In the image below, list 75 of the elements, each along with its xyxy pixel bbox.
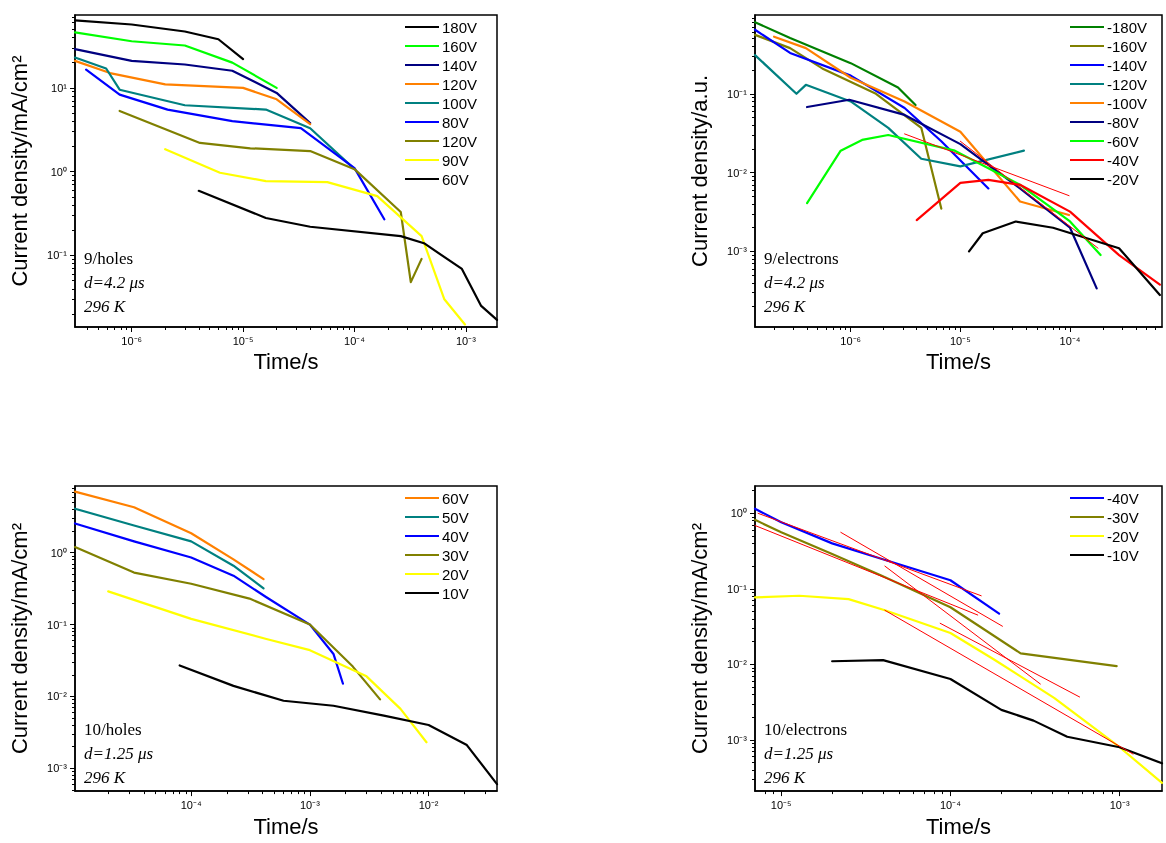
- x-tick-label: 10⁻²: [418, 798, 439, 811]
- annotation: 9/electrons: [764, 249, 839, 268]
- legend-label: -100V: [1107, 94, 1148, 112]
- annotation: d=1.25 μs: [84, 744, 154, 763]
- y-tick-label: 10⁻¹: [47, 618, 68, 631]
- annotation: 9/holes: [84, 249, 134, 268]
- legend-label: 140V: [442, 56, 478, 74]
- legend-label: -120V: [1107, 75, 1148, 93]
- y-tick-label: 10⁻¹: [727, 87, 748, 100]
- annotation: 296 K: [84, 768, 127, 787]
- legend-label: -30V: [1107, 508, 1139, 526]
- legend-label: 20V: [442, 565, 469, 583]
- x-tick-label: 10⁻³: [299, 798, 321, 811]
- x-tick-label: 10⁻⁶: [840, 334, 862, 347]
- legend-label: 120V: [442, 132, 478, 150]
- annotation: d=1.25 μs: [764, 744, 834, 763]
- x-tick-label: 10⁻³: [1109, 798, 1130, 811]
- y-axis-title: Current density/mA/cm²: [6, 523, 32, 755]
- x-tick-label: 10⁻⁵: [770, 798, 792, 811]
- y-tick-label: 10⁻¹: [727, 582, 748, 595]
- y-axis-title: Current density/a.u.: [686, 75, 712, 267]
- legend-label: 160V: [442, 37, 478, 55]
- x-tick-label: 10⁻⁶: [121, 334, 143, 347]
- legend-label: 90V: [442, 151, 469, 169]
- legend-label: -10V: [1107, 546, 1139, 564]
- x-tick-label: 10⁻⁴: [1059, 334, 1081, 347]
- annotation: 296 K: [764, 768, 807, 787]
- legend-label: -160V: [1107, 37, 1148, 55]
- x-tick-label: 10⁻⁵: [949, 334, 971, 347]
- legend-label: 180V: [442, 18, 478, 36]
- y-tick-label: 10⁰: [50, 165, 67, 178]
- x-axis-title: Time/s: [253, 349, 319, 375]
- legend-label: -60V: [1107, 132, 1139, 150]
- legend-label: 80V: [442, 113, 469, 131]
- annotation: 296 K: [84, 297, 127, 316]
- y-tick-label: 10¹: [51, 81, 68, 94]
- x-axis-title: Time/s: [253, 813, 319, 839]
- y-tick-label: 10⁻²: [727, 658, 748, 671]
- legend-label: -40V: [1107, 489, 1139, 507]
- legend-label: 50V: [442, 508, 469, 526]
- annotation: 10/electrons: [764, 720, 848, 739]
- y-tick-label: 10⁻²: [47, 690, 68, 703]
- x-axis-title: Time/s: [925, 813, 992, 839]
- legend-label: 10V: [442, 584, 469, 602]
- annotation: d=4.2 μs: [764, 273, 825, 292]
- annotation: 10/holes: [84, 720, 142, 739]
- legend-label: -140V: [1107, 56, 1148, 74]
- legend-label: -40V: [1107, 151, 1139, 169]
- y-axis-title: Current density/mA/cm²: [686, 523, 712, 755]
- x-tick-label: 10⁻⁴: [344, 334, 366, 347]
- legend-label: -20V: [1107, 170, 1139, 188]
- legend-label: 100V: [442, 94, 478, 112]
- y-tick-label: 10⁻³: [727, 245, 748, 258]
- legend-label: -80V: [1107, 113, 1139, 131]
- legend-label: -180V: [1107, 18, 1148, 36]
- x-tick-label: 10⁻³: [455, 334, 477, 347]
- y-axis-title: Current density/mA/cm²: [6, 55, 32, 287]
- x-tick-label: 10⁻⁴: [939, 798, 962, 811]
- y-tick-label: 10⁰: [50, 546, 67, 559]
- legend-label: 120V: [442, 75, 478, 93]
- legend-label: 40V: [442, 527, 469, 545]
- y-tick-label: 10⁰: [730, 507, 747, 520]
- x-tick-label: 10⁻⁵: [232, 334, 254, 347]
- legend-label: 60V: [442, 170, 469, 188]
- y-tick-label: 10⁻³: [727, 733, 748, 746]
- y-tick-label: 10⁻³: [47, 762, 68, 775]
- x-axis-title: Time/s: [925, 349, 992, 375]
- y-tick-label: 10⁻¹: [47, 249, 68, 262]
- legend-label: 60V: [442, 489, 469, 507]
- x-tick-label: 10⁻⁴: [180, 798, 202, 811]
- annotation: 296 K: [764, 297, 807, 316]
- y-tick-label: 10⁻²: [727, 166, 748, 179]
- legend-label: -20V: [1107, 527, 1139, 545]
- legend-label: 30V: [442, 546, 469, 564]
- annotation: d=4.2 μs: [84, 273, 145, 292]
